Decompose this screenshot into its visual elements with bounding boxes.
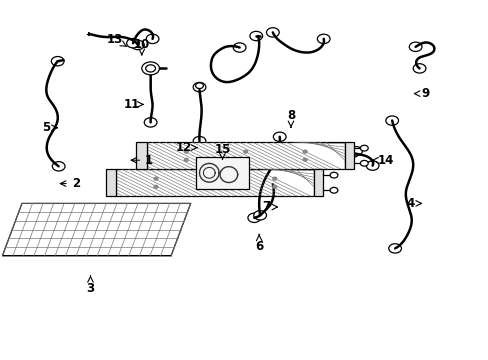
Text: 1: 1 (131, 154, 153, 167)
Circle shape (272, 185, 276, 188)
Circle shape (303, 158, 306, 161)
Text: 7: 7 (262, 201, 277, 213)
Circle shape (253, 211, 266, 220)
Bar (136, 142, 146, 169)
Text: 12: 12 (175, 141, 197, 154)
Text: 8: 8 (286, 109, 294, 127)
Circle shape (213, 185, 217, 188)
Text: 10: 10 (133, 39, 150, 55)
Circle shape (154, 177, 158, 180)
Circle shape (366, 161, 378, 170)
Circle shape (388, 244, 401, 253)
Text: 9: 9 (414, 87, 428, 100)
Text: 5: 5 (42, 121, 57, 134)
Bar (146, 142, 344, 169)
Text: 11: 11 (123, 98, 143, 111)
Bar (116, 169, 314, 196)
Circle shape (266, 180, 279, 189)
Text: 4: 4 (406, 197, 421, 210)
Bar (314, 169, 323, 196)
Circle shape (408, 42, 421, 51)
Circle shape (273, 132, 285, 141)
Circle shape (144, 118, 157, 127)
Circle shape (195, 83, 203, 89)
Circle shape (193, 82, 205, 92)
Circle shape (213, 177, 217, 180)
Circle shape (184, 158, 188, 161)
Circle shape (146, 34, 159, 44)
Text: 15: 15 (214, 143, 230, 159)
Circle shape (243, 150, 247, 153)
Circle shape (145, 65, 155, 72)
Circle shape (360, 145, 367, 151)
Text: 6: 6 (255, 234, 263, 253)
Circle shape (317, 34, 329, 44)
Circle shape (154, 185, 158, 188)
Circle shape (233, 43, 245, 52)
Text: 13: 13 (106, 33, 126, 46)
Circle shape (329, 172, 337, 178)
Circle shape (272, 177, 276, 180)
Circle shape (243, 158, 247, 161)
Circle shape (142, 62, 159, 75)
Circle shape (266, 28, 279, 37)
Circle shape (247, 213, 260, 222)
Circle shape (52, 162, 65, 171)
Circle shape (193, 136, 205, 146)
Circle shape (385, 116, 398, 125)
Bar (195, 157, 249, 189)
Circle shape (412, 64, 425, 73)
Circle shape (345, 148, 358, 158)
Bar (105, 169, 116, 196)
Text: 3: 3 (86, 276, 94, 294)
Bar (344, 142, 353, 169)
Circle shape (360, 161, 367, 166)
Circle shape (51, 57, 64, 66)
Circle shape (184, 150, 188, 153)
Text: 2: 2 (60, 177, 80, 190)
Circle shape (303, 150, 306, 153)
Circle shape (329, 187, 337, 193)
Text: 14: 14 (372, 154, 394, 167)
Circle shape (249, 31, 262, 41)
Circle shape (349, 147, 362, 156)
Circle shape (131, 40, 144, 50)
Circle shape (126, 39, 139, 48)
Polygon shape (2, 203, 190, 256)
